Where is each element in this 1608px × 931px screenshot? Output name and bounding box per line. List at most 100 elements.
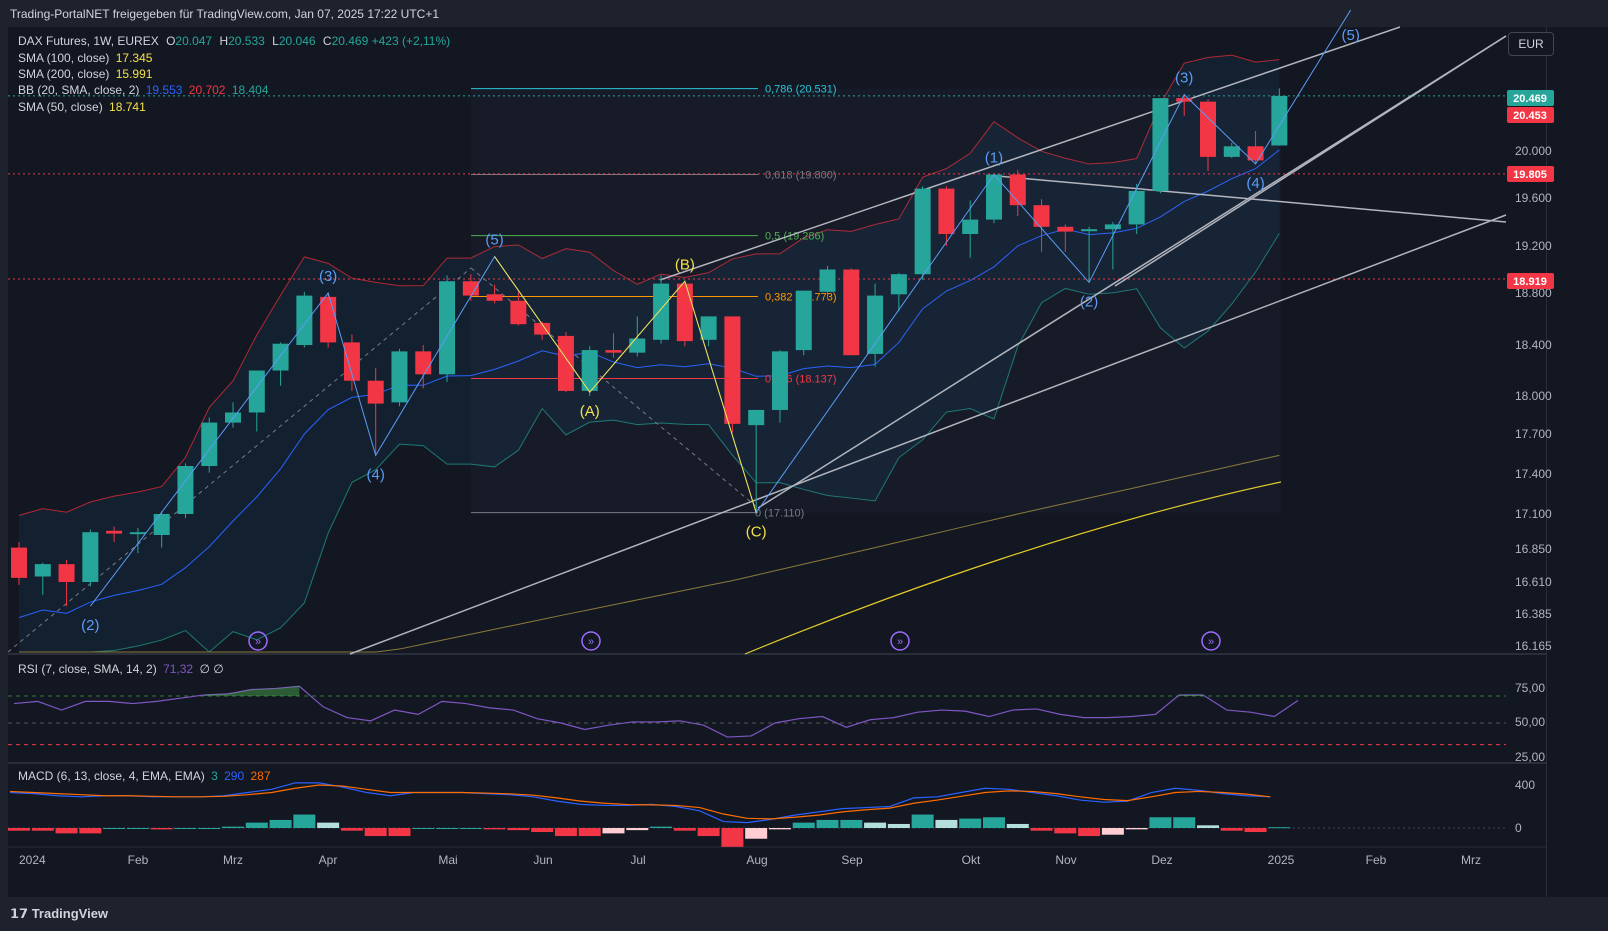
macd-histogram-bar [317,822,340,828]
price-badge-label: 18.919 [1513,276,1547,288]
legend-sma100[interactable]: SMA (100, close) 17.345 [18,51,152,65]
price-tick-label: 18.400 [1515,338,1552,352]
legend-main[interactable]: DAX Futures, 1W, EUREX O20.047 H20.533 L… [18,34,450,48]
candle-body [1104,224,1121,230]
currency-button[interactable]: EUR [1508,32,1554,56]
bb-lower-line [19,233,1280,653]
macd-histogram-bar [79,828,102,834]
time-tick-label: Nov [1055,853,1076,867]
footer-bar: 𝟭𝟳 TradingView [0,897,1608,931]
top-caption-bar: Trading-PortalNET freigegeben für Tradin… [0,0,1608,26]
tradingview-logo[interactable]: 𝟭𝟳 TradingView [10,906,108,922]
logo-icon: 𝟭𝟳 [10,906,32,921]
macd-histogram-bar [554,828,577,837]
legend-close: 20.469 [331,34,369,48]
candle-body [985,174,1002,220]
legend-macd-label: MACD (6, 13, close, 4, EMA, EMA) [18,769,205,783]
macd-histogram-bar [959,818,982,828]
price-tick-label: 17.700 [1515,427,1552,441]
candle-body [248,370,265,413]
fib-level-label: 0 (17.110) [755,508,804,520]
macd-histogram-bar [1125,828,1148,830]
event-marker-icon [248,631,268,651]
candle-body [58,564,75,582]
macd-histogram-bar [1054,828,1077,834]
candle-body [439,281,456,375]
candle-body [153,514,170,535]
macd-histogram-bar [103,828,126,829]
macd-histogram-bar [1197,825,1219,828]
legend-open-label: O [166,34,176,48]
candle-body [867,295,884,354]
legend-bb[interactable]: BB (20, SMA, close, 2) 19.553 20.702 18.… [18,83,269,97]
price-tick-label: 19.200 [1515,239,1552,253]
macd-signal-line [9,784,1271,820]
price-tick-label: 17.100 [1515,507,1552,521]
candle-body [1009,174,1026,206]
price-badge-label: 19.805 [1513,169,1547,181]
candle-body [557,335,574,391]
time-tick-label: Feb [128,853,149,867]
legend-bb-basis: 19.553 [145,83,183,97]
macd-histogram-bar [1244,828,1267,833]
candle-body [296,295,313,345]
wave-label: (A) [580,403,600,420]
trend-line [349,214,1507,655]
share-caption: Trading-PortalNET freigegeben für Tradin… [10,7,440,21]
candle-body [343,342,360,381]
macd-histogram-bar [31,828,54,831]
bollinger-band-fill [19,55,1280,653]
candle-body [391,351,408,403]
macd-histogram-bar [1006,823,1029,828]
wave-label: (3) [1175,70,1193,87]
time-tick-label: 2024 [19,853,46,867]
macd-histogram-bar [578,828,601,837]
macd-histogram-bar [935,819,958,828]
macd-histogram-bar [602,828,625,834]
trend-line [659,26,1401,281]
macd-histogram-bar [174,828,197,829]
macd-histogram-bar [768,828,791,830]
candle-body [676,283,693,342]
legend-sma50[interactable]: SMA (50, close) 18.741 [18,100,146,114]
legend-open: 20.047 [175,34,213,48]
legend-rsi-label: RSI (7, close, SMA, 14, 2) [18,662,157,676]
wave-label: (B) [675,256,695,273]
price-scale[interactable] [1546,27,1608,897]
candle-body [605,350,622,353]
trend-line [1114,35,1507,287]
legend-symbol: DAX Futures, 1W, EUREX [18,34,159,48]
macd-histogram-bar [126,828,149,829]
time-tick-label: 2025 [1268,853,1295,867]
legend-sma200[interactable]: SMA (200, close) 15.991 [18,67,152,81]
wave-label: (C) [746,524,767,541]
macd-histogram-bar [816,819,839,828]
macd-histogram-bar [792,822,815,828]
candle-body [653,283,670,340]
abc-wave-path [494,256,757,513]
fib-level-label: 0,786 (20.531) [765,84,837,96]
candle-body [771,351,788,410]
legend-bb-lower: 18.404 [231,83,269,97]
candle-body [201,422,218,466]
candle-body [819,269,836,292]
price-tick-label: 16.165 [1515,639,1552,653]
macd-histogram-bar [1268,827,1291,829]
candle-body [1200,101,1216,157]
legend-rsi[interactable]: RSI (7, close, SMA, 14, 2) 71,32 ∅ ∅ [18,662,224,676]
rsi-tick-label: 50,00 [1515,715,1545,729]
legend-macd-signal: 287 [250,769,271,783]
price-tick-label: 20.000 [1515,144,1552,158]
macd-histogram-bar [222,826,245,828]
macd-histogram-bar [982,817,1005,828]
time-tick-label: Mai [438,853,457,867]
macd-tick-label: 0 [1515,821,1522,835]
event-marker-glyph: » [255,636,261,648]
macd-histogram-bar [697,828,720,837]
legend-macd[interactable]: MACD (6, 13, close, 4, EMA, EMA) 3 290 2… [18,769,271,783]
macd-histogram-bar [8,828,30,831]
legend-sma100-label: SMA (100, close) [18,51,110,65]
candle-body [129,532,146,535]
macd-histogram-bar [245,822,268,828]
